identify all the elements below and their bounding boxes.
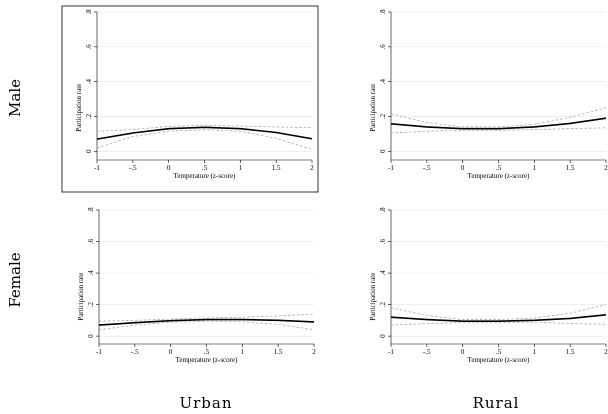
series-line-ci-lower	[390, 321, 607, 326]
y-tick-label: .4	[379, 79, 387, 85]
x-tick-label: -.5	[423, 348, 431, 356]
series-line-estimate	[390, 314, 607, 322]
panel-male-rural: 0 .2 .4 .6 .8 -1 -.5 0 .5 1 1.5 2 Temperature (z-sco…	[369, 9, 608, 180]
x-tick-label: 1.5	[566, 348, 575, 356]
x-tick-label: -.5	[129, 164, 137, 172]
panel-female-urban: 0 .2 .4 .6 .8 -1 -.5 0 .5 1 1.5 2 Temperature (z-sco…	[77, 207, 316, 364]
series-line-estimate	[98, 318, 315, 326]
col-label-rural: Rural	[473, 394, 520, 412]
y-tick-label: .4	[85, 79, 93, 85]
panel-female-rural: 0 .2 .4 .6 .8 -1 -.5 0 .5 1 1.5 2 Temperature (z-sco…	[369, 207, 608, 364]
col-label-urban: Urban	[179, 394, 232, 412]
y-tick-label: 0	[87, 334, 95, 338]
x-tick-label: -1	[94, 164, 100, 172]
x-tick-label: 1.5	[272, 164, 281, 172]
x-axis-title: Temperature (z-score)	[176, 356, 239, 364]
series-line-ci-lower	[96, 129, 313, 150]
y-tick-label: .8	[87, 207, 95, 213]
x-tick-label: 0	[461, 164, 465, 172]
x-tick-label: 1.5	[274, 348, 283, 356]
x-tick-label: .5	[204, 348, 210, 356]
x-tick-label: .5	[496, 164, 502, 172]
series-line-estimate	[96, 126, 313, 140]
x-tick-label: 1	[533, 348, 537, 356]
series-line-estimate	[390, 117, 607, 130]
y-axis-title: Participation rate	[369, 84, 377, 132]
y-tick-label: .4	[379, 270, 387, 276]
y-tick-label: .8	[379, 207, 387, 213]
x-tick-label: 0	[169, 348, 173, 356]
y-tick-label: .2	[87, 301, 95, 307]
panel-male-urban: 0 .2 .4 .6 .8 -1 -.5 0 .5 1 1.5 2 Temperature (z-sco…	[61, 5, 319, 193]
x-tick-label: 2	[310, 164, 314, 172]
x-axis-title: Temperature (z-score)	[468, 172, 531, 180]
x-tick-label: -1	[96, 348, 102, 356]
series-line-ci-upper	[96, 124, 313, 132]
series-line-ci-upper	[390, 107, 607, 128]
row-label-female: Female	[6, 252, 24, 307]
panel-frame	[61, 5, 319, 193]
y-tick-label: .6	[87, 238, 95, 244]
y-tick-label: .2	[379, 113, 387, 119]
y-tick-label: 0	[379, 149, 387, 153]
y-tick-label: 0	[379, 334, 387, 338]
y-tick-label: .2	[379, 301, 387, 307]
y-axis-title: Participation rate	[77, 273, 85, 321]
series-line-ci-lower	[98, 320, 315, 331]
x-tick-label: 2	[604, 348, 608, 356]
y-tick-label: 0	[85, 149, 93, 153]
x-tick-label: 0	[167, 164, 171, 172]
x-tick-label: 2	[604, 164, 608, 172]
x-tick-label: -1	[388, 164, 394, 172]
series-line-ci-upper	[390, 304, 607, 320]
y-tick-label: .6	[379, 238, 387, 244]
y-axis-title: Participation rate	[75, 84, 83, 132]
x-tick-label: 0	[461, 348, 465, 356]
x-tick-label: 1.5	[566, 164, 575, 172]
x-tick-label: 1	[241, 348, 245, 356]
y-tick-label: .6	[85, 44, 93, 50]
y-tick-label: .8	[85, 9, 93, 15]
y-tick-label: .2	[85, 113, 93, 119]
y-axis-title: Participation rate	[369, 273, 377, 321]
row-label-male: Male	[6, 79, 24, 117]
x-tick-label: 1	[533, 164, 537, 172]
x-tick-label: .5	[202, 164, 208, 172]
x-axis-title: Temperature (z-score)	[468, 356, 531, 364]
y-tick-label: .4	[87, 270, 95, 276]
x-tick-label: 1	[239, 164, 243, 172]
x-tick-label: 2	[312, 348, 316, 356]
x-tick-label: -1	[388, 348, 394, 356]
x-axis-title: Temperature (z-score)	[174, 172, 237, 180]
y-tick-label: .6	[379, 44, 387, 50]
x-tick-label: .5	[496, 348, 502, 356]
y-tick-label: .8	[379, 9, 387, 15]
x-tick-label: -.5	[131, 348, 139, 356]
x-tick-label: -.5	[423, 164, 431, 172]
